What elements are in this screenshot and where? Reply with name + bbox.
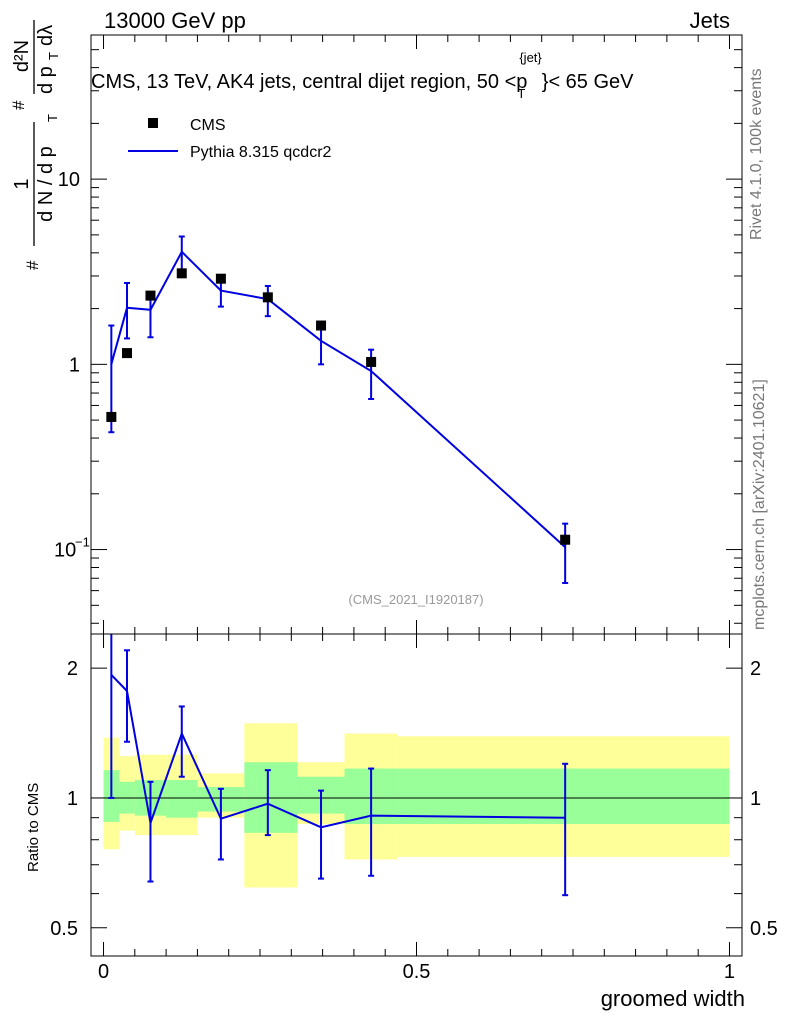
cms-data-point [560,534,571,545]
legend-cms-label: CMS [190,117,226,134]
ratio-y-tick-label-right: 0.5 [750,918,778,940]
mc-series-line [110,250,566,548]
main-y-axis-label: # 1 d N / d p T # d²N d p T dλ [9,20,61,270]
main-y-tick-label: 10 [58,169,80,191]
cms-data-point [366,356,377,367]
ylabel-den-1: d N / d p [35,146,57,222]
ylabel-hash-2: # [9,100,28,110]
ylabel-den-2: d p [35,66,57,94]
x-axis-label: groomed width [601,986,745,1011]
ratio-panel: 0.5 0.5 1 1 2 2 0 0.5 1 Ratio to CMS groomed wid… [25,633,778,1011]
legend-cms-marker [148,118,158,128]
plot-title: CMS, 13 TeV, AK4 jets, central dijet reg… [91,50,634,101]
ylabel-num-1: 1 [11,178,33,189]
cms-data-point [145,290,156,301]
cms-data-point [121,348,132,359]
header-energy-label: 13000 GeV pp [104,8,246,33]
ratio-y-tick-label-right: 1 [750,788,761,810]
mcplots-label: mcplots.cern.ch [arXiv:2401.10621] [751,379,768,630]
ylabel-den-1-sub: T [45,114,60,122]
main-frame [90,34,743,635]
cms-data-point [215,273,226,284]
cms-data-point [316,320,327,331]
ratio-y-tick-label-right: 2 [750,658,761,680]
main-marks [106,235,571,584]
main-y-tick-label: 10 [54,540,76,562]
plot-title-tail: }< 65 GeV [542,71,634,93]
ylabel-den-2-sub: T [46,52,61,60]
ylabel-num-2: d²N [11,40,33,72]
watermark: (CMS_2021_I1920187) [348,592,483,607]
ratio-axes: 0.5 0.5 1 1 2 2 0 0.5 1 [50,634,778,983]
ratio-bands [103,723,730,888]
ratio-y-tick-label-left: 2 [67,658,78,680]
plot-title-main: CMS, 13 TeV, AK4 jets, central dijet reg… [91,71,527,93]
legend: CMS Pythia 8.315 qcdcr2 [128,117,332,161]
x-tick-label: 0 [98,961,109,983]
cms-data-point [176,268,187,279]
plot-title-sup: {jet} [519,50,542,65]
rivet-label: Rivet 4.1.0, 100k events [748,68,765,240]
cms-data-point [106,411,117,422]
ratio-marks [108,634,569,897]
ratio-green-band [397,768,730,825]
ratio-y-tick-label-left: 1 [67,788,78,810]
ratio-green-band [166,780,198,818]
main-y-tick-label: 1 [69,354,80,376]
ylabel-hash-1: # [23,260,42,270]
ratio-y-tick-label-left: 0.5 [50,918,78,940]
x-tick-label: 1 [724,961,735,983]
main-y-tick-label-exp: −1 [75,535,90,550]
x-tick-label: 0.5 [403,961,431,983]
cms-data-point [262,292,273,303]
plot-title-sub: T [517,86,525,101]
ratio-y-axis-label: Ratio to CMS [25,783,42,872]
header-jets-label: Jets [690,8,730,33]
ylabel-den-2-b: dλ [35,25,57,46]
legend-mc-label: Pythia 8.315 qcdcr2 [190,144,332,161]
